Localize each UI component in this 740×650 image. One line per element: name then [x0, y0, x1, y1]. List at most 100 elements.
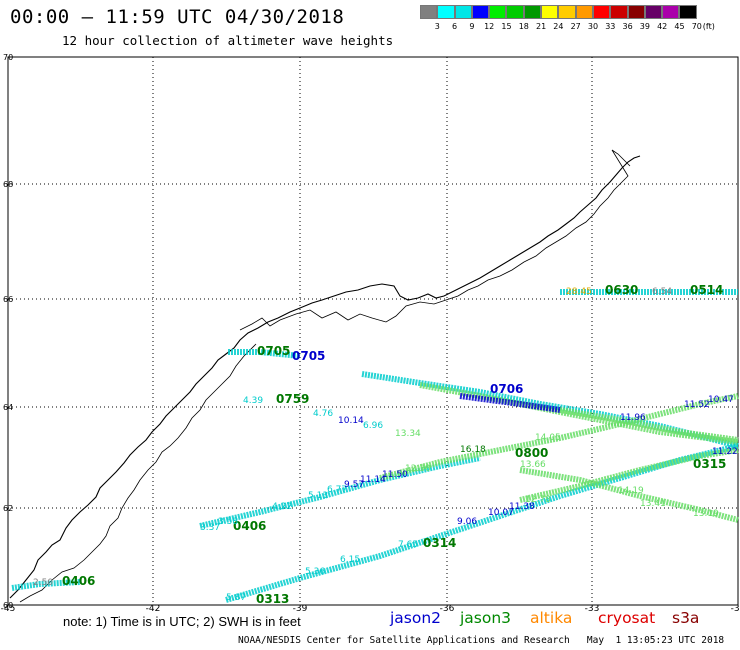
wave-height-value: 14.05	[535, 433, 561, 443]
satellite-legend-altika: altika	[530, 609, 573, 627]
color-scale-label: 36	[622, 22, 633, 31]
wave-height-value: 16.18	[460, 445, 486, 455]
color-swatch-0	[420, 5, 438, 19]
lat-label: 68	[3, 180, 13, 189]
track-band	[519, 447, 739, 503]
wave-height-value: 3.58	[218, 517, 238, 527]
track-band	[225, 443, 739, 603]
color-scale-label: 24	[553, 22, 564, 31]
color-swatch-4	[489, 5, 507, 19]
track-band	[199, 455, 481, 529]
color-scale-label: 9	[469, 22, 475, 31]
wave-height-value: 11.96	[620, 413, 646, 423]
lon-label: -45	[1, 604, 16, 614]
track-band	[459, 393, 561, 413]
coastline-fjords	[239, 149, 631, 331]
track-jason3-0514: 0514	[690, 283, 723, 297]
track-band	[228, 349, 301, 359]
wave-height-value: 5.87	[226, 593, 246, 603]
lat-label: 64	[3, 403, 13, 412]
color-scale-label: 6	[452, 22, 458, 31]
wave-height-value: 2.50	[33, 578, 53, 588]
track-jason3-0800: 0800	[515, 446, 548, 460]
wave-height-value: 13.19	[693, 509, 719, 519]
wave-height-value: 6.15	[340, 555, 360, 565]
color-scale-label: 15	[501, 22, 512, 31]
color-swatch-3	[471, 5, 490, 19]
color-scale-label: 45	[674, 22, 685, 31]
color-scale-label: (ft)	[702, 22, 715, 31]
color-swatch-9	[575, 5, 593, 19]
lon-label: -36	[440, 604, 455, 614]
color-scale-labels: 3 6 9 12 15 18 21 24 27 30 33 36 39 42 45 70 (ft)	[420, 22, 740, 34]
color-swatch-11	[610, 5, 628, 19]
track-jason2-0706: 0706	[490, 382, 523, 396]
chart-title: 00:00 – 11:59 UTC 04/30/2018	[10, 6, 345, 28]
lat-label: 62	[3, 504, 13, 513]
color-swatch-8	[558, 5, 576, 19]
color-scale-label: 27	[570, 22, 581, 31]
wave-height-value: 13.41	[640, 499, 666, 509]
color-swatch-1	[437, 5, 455, 19]
track-jason3-upper: 0705	[257, 344, 290, 358]
track-jason3-0406: 0406	[233, 519, 266, 533]
wave-height-value: 6.54	[652, 287, 672, 297]
color-scale-label: 42	[657, 22, 668, 31]
wave-height-value: 3.37	[200, 523, 220, 533]
color-swatch-15	[679, 5, 697, 19]
wave-height-value: 6.96	[363, 421, 383, 431]
wave-height-values: 4.39 4.76 10.14 6.96 13.34 16.18 14.05 11.96 11.…	[33, 287, 738, 603]
wave-height-value: 11.38	[509, 502, 535, 512]
color-swatch-2	[454, 5, 472, 19]
wave-height-value: 13.34	[395, 429, 421, 439]
wave-height-value: 28.45	[566, 287, 592, 297]
color-scale-label: 70	[691, 22, 702, 31]
track-jason3-0406b: 0406	[62, 574, 95, 588]
track-band	[559, 407, 739, 443]
footer-note: note: 1) Time is in UTC; 2) SWH is in fe…	[63, 614, 301, 629]
lon-label: -30	[731, 604, 740, 614]
wave-height-value: 9.06	[457, 517, 477, 527]
track-jason3-0630: 0630	[605, 283, 638, 297]
color-scale-label: 21	[536, 22, 547, 31]
color-scale-label: 30	[587, 22, 599, 31]
chart-subtitle: 12 hour collection of altimeter wave hei…	[62, 33, 394, 48]
wave-height-value: 5.36	[305, 567, 325, 577]
lat-label: 66	[3, 295, 13, 304]
map-frame	[7, 56, 739, 606]
color-swatch-7	[541, 5, 559, 19]
track-band	[11, 579, 81, 591]
wave-height-value: 4.22	[272, 502, 292, 512]
track-band	[519, 467, 739, 523]
track-jason3-0315: 0315	[693, 457, 726, 471]
color-scale-label: 3	[434, 22, 440, 31]
satellite-legend-s3a: s3a	[672, 609, 700, 627]
color-swatch-5	[506, 5, 524, 19]
wave-height-value: 10.47	[708, 395, 734, 405]
color-swatch-6	[523, 5, 542, 19]
wave-height-value: 6.77	[327, 485, 347, 495]
wave-height-value: 11.50	[382, 470, 408, 480]
wave-height-value: 11.52	[684, 400, 710, 410]
wave-height-value: 14.19	[618, 486, 644, 496]
color-swatch-13	[644, 5, 663, 19]
satellite-legend-jason2: jason2	[390, 609, 442, 627]
wave-height-value: 11.22	[712, 447, 738, 457]
wave-height-value: 4.76	[313, 409, 333, 419]
color-scale-label: 12	[484, 22, 495, 31]
lon-label: -39	[293, 604, 308, 614]
footer-credit: NOAA/NESDIS Center for Satellite Applica…	[238, 635, 725, 646]
color-swatch-10	[592, 5, 611, 19]
wave-height-value: 12.30	[405, 464, 431, 474]
color-scale-label: 33	[605, 22, 616, 31]
color-swatch-12	[627, 5, 645, 19]
wave-height-value: 7.65	[398, 540, 418, 550]
color-scale-label: 39	[639, 22, 650, 31]
color-scale-label: 18	[518, 22, 529, 31]
track-band	[379, 393, 739, 481]
track-jason2-upper: 0705	[292, 349, 325, 363]
lat-label: 60	[3, 601, 13, 610]
